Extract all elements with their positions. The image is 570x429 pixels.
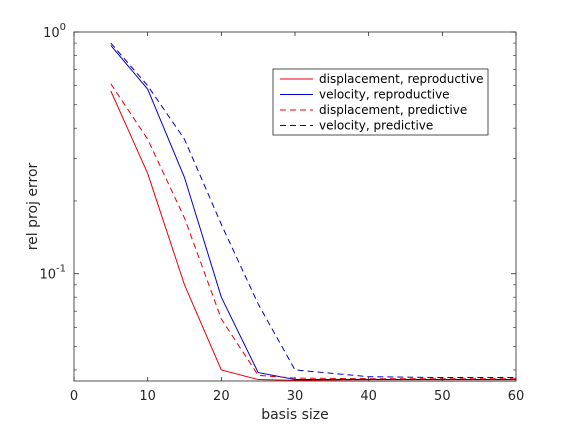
x-tick-label: 40 <box>360 389 377 404</box>
y-axis-ticks: 10-1 100 <box>39 22 516 371</box>
y-tick-label: 10-1 <box>39 264 66 283</box>
series-line-4 <box>110 42 516 379</box>
x-tick-label: 50 <box>434 389 451 404</box>
x-tick-label: 30 <box>287 389 304 404</box>
legend-box <box>272 68 489 136</box>
x-axis-ticks: 0 10 20 30 40 50 60 <box>70 32 524 404</box>
series-line-3 <box>110 83 516 380</box>
y-axis-label: rel proj error <box>25 162 41 250</box>
series-line-2 <box>110 45 516 381</box>
legend-label-4: velocity, predictive <box>319 119 433 133</box>
x-tick-label: 20 <box>213 389 230 404</box>
x-tick-label: 0 <box>70 389 78 404</box>
y-tick-label: 100 <box>43 22 66 41</box>
legend-label-1: displacement, reproductive <box>319 72 484 86</box>
x-tick-label: 10 <box>139 389 156 404</box>
legend-label-2: velocity, reproductive <box>319 88 450 102</box>
legend: displacement, reproductive velocity, repr… <box>272 68 489 136</box>
legend-label-3: displacement, predictive <box>319 103 467 117</box>
x-tick-label: 60 <box>508 389 525 404</box>
x-axis-label: basis size <box>261 407 329 423</box>
